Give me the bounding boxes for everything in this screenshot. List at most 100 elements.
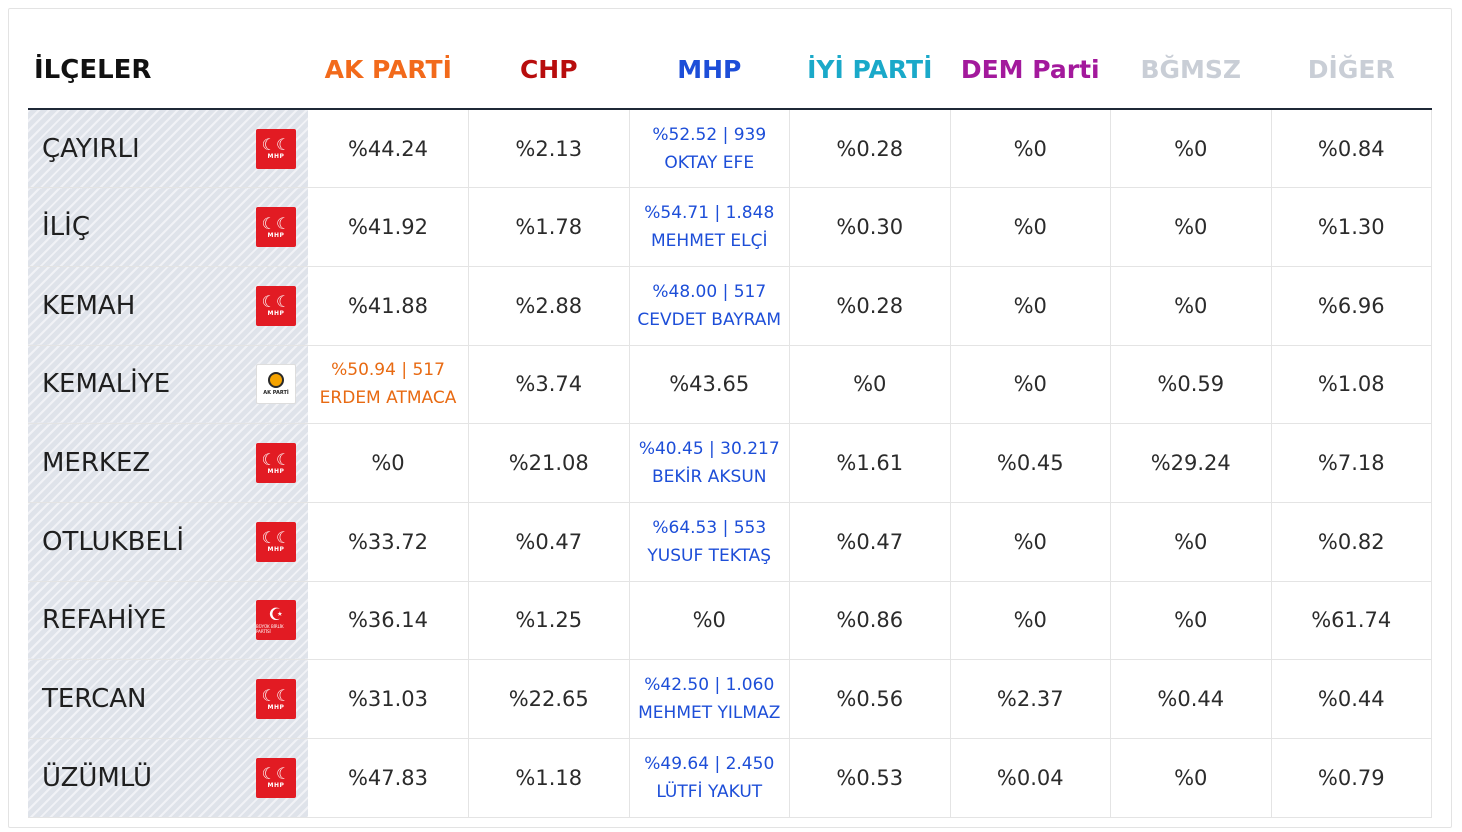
logo-text: MHP — [267, 546, 285, 554]
header-ak-parti[interactable]: AK PARTİ — [308, 31, 469, 110]
vote-share-cell: %1.61 — [789, 423, 951, 503]
winner-candidate: LÜTFİ YAKUT — [656, 781, 763, 802]
vote-share-cell: %0.56 — [789, 659, 951, 739]
district-cell[interactable]: KEMAH ☾☾ MHP — [28, 266, 308, 346]
logo-text: BÜYÜK BİRLİK PARTİSİ — [256, 623, 284, 634]
district-cell[interactable]: ÇAYIRLI ☾☾ MHP — [28, 109, 308, 189]
winner-result: %49.64 | 2.450 — [644, 753, 775, 774]
vote-share-cell: %0 — [950, 266, 1111, 346]
vote-share-cell: %21.08 — [468, 423, 630, 503]
vote-share-cell: %0.28 — [789, 109, 951, 189]
vote-share-cell: %0.84 — [1271, 109, 1432, 189]
district-name: ÜZÜMLÜ — [42, 762, 153, 793]
vote-share-cell: %2.37 — [950, 659, 1111, 739]
logo-text: MHP — [267, 467, 285, 475]
mhp-logo: ☾☾ MHP — [256, 207, 296, 248]
winner-cell: %48.00 | 517 CEVDET BAYRAM — [629, 266, 790, 346]
vote-share-cell: %0.30 — [789, 187, 951, 267]
vote-share-cell: %0 — [950, 109, 1111, 189]
district-cell[interactable]: İLİÇ ☾☾ MHP — [28, 187, 308, 267]
table-row[interactable]: TERCAN ☾☾ MHP %31.03 %22.65 %42.50 | 1.060 MEH… — [28, 659, 1432, 739]
vote-share-cell: %0 — [1110, 581, 1272, 661]
winner-result: %52.52 | 939 — [652, 124, 767, 145]
results-body: ÇAYIRLI ☾☾ MHP %44.24 %2.13 %52.52 | 939 OKTAY… — [28, 109, 1432, 818]
district-cell[interactable]: KEMALİYE AK PARTİ — [28, 345, 308, 425]
district-name: REFAHİYE — [42, 605, 167, 636]
table-row[interactable]: OTLUKBELİ ☾☾ MHP %33.72 %0.47 %64.53 | 553 YUS… — [28, 502, 1432, 582]
header-diger[interactable]: DİĞER — [1271, 31, 1432, 110]
logo-text: MHP — [267, 231, 285, 239]
akp-logo: AK PARTİ — [256, 364, 296, 405]
table-row[interactable]: MERKEZ ☾☾ MHP %0 %21.08 %40.45 | 30.217 BEKİR … — [28, 423, 1432, 503]
vote-share-cell: %0.59 — [1110, 345, 1272, 425]
vote-share-cell: %33.72 — [308, 502, 469, 582]
header-mhp[interactable]: MHP — [629, 31, 790, 110]
vote-share-cell: %0.53 — [789, 738, 951, 818]
vote-share-cell: %1.18 — [468, 738, 630, 818]
vote-share-cell: %0 — [950, 187, 1111, 267]
district-name: MERKEZ — [42, 448, 151, 479]
mhp-logo: ☾☾ MHP — [256, 679, 296, 720]
logo-text: MHP — [267, 153, 285, 161]
bbp-logo: ☪ BÜYÜK BİRLİK PARTİSİ — [256, 600, 296, 641]
table-row[interactable]: KEMALİYE AK PARTİ %50.94 | 517 ERDEM ATMACA… — [28, 345, 1432, 425]
header-bagimsiz[interactable]: BĞMSZ — [1110, 31, 1271, 110]
vote-share-cell: %0 — [1110, 502, 1272, 582]
winner-result: %48.00 | 517 — [652, 281, 767, 302]
logo-text: MHP — [267, 703, 285, 711]
winner-cell: %49.64 | 2.450 LÜTFİ YAKUT — [629, 738, 790, 818]
district-name: İLİÇ — [42, 212, 90, 243]
vote-share-cell: %1.25 — [468, 581, 630, 661]
vote-share-cell: %0 — [1110, 738, 1272, 818]
winner-result: %42.50 | 1.060 — [644, 675, 775, 696]
header-iyi-parti[interactable]: İYİ PARTİ — [789, 31, 950, 110]
table-row[interactable]: ÜZÜMLÜ ☾☾ MHP %47.83 %1.18 %49.64 | 2.450 LÜTF… — [28, 738, 1432, 818]
winner-result: %50.94 | 517 — [331, 360, 445, 381]
vote-share-cell: %0 — [950, 502, 1111, 582]
district-cell[interactable]: MERKEZ ☾☾ MHP — [28, 423, 308, 503]
vote-share-cell: %0.47 — [789, 502, 951, 582]
district-name: OTLUKBELİ — [42, 526, 185, 557]
district-cell[interactable]: OTLUKBELİ ☾☾ MHP — [28, 502, 308, 582]
vote-share-cell: %0.82 — [1271, 502, 1432, 582]
winner-cell: %40.45 | 30.217 BEKİR AKSUN — [629, 423, 790, 503]
header-dem-parti[interactable]: DEM Parti — [950, 31, 1111, 110]
winner-cell: %50.94 | 517 ERDEM ATMACA — [308, 345, 469, 425]
table-row[interactable]: REFAHİYE ☪ BÜYÜK BİRLİK PARTİSİ %36.14 %1.25… — [28, 581, 1432, 661]
vote-share-cell: %1.78 — [468, 187, 630, 267]
winner-cell: %64.53 | 553 YUSUF TEKTAŞ — [629, 502, 790, 582]
vote-share-cell: %0.44 — [1271, 659, 1432, 739]
district-name: KEMALİYE — [42, 369, 171, 400]
vote-share-cell: %43.65 — [629, 345, 790, 425]
vote-share-cell: %1.08 — [1271, 345, 1432, 425]
header-districts: İLÇELER — [28, 31, 308, 110]
vote-share-cell: %0.47 — [468, 502, 630, 582]
vote-share-cell: %36.14 — [308, 581, 469, 661]
vote-share-cell: %0.04 — [950, 738, 1111, 818]
district-cell[interactable]: TERCAN ☾☾ MHP — [28, 659, 308, 739]
vote-share-cell: %61.74 — [1271, 581, 1432, 661]
district-name: TERCAN — [42, 684, 147, 715]
table-row[interactable]: İLİÇ ☾☾ MHP %41.92 %1.78 %54.71 | 1.848 MEHMET… — [28, 187, 1432, 267]
winner-result: %54.71 | 1.848 — [644, 203, 775, 224]
winner-result: %64.53 | 553 — [652, 517, 767, 538]
winner-candidate: MEHMET ELÇİ — [651, 231, 768, 252]
vote-share-cell: %0.86 — [789, 581, 951, 661]
table-row[interactable]: KEMAH ☾☾ MHP %41.88 %2.88 %48.00 | 517 CEVDET … — [28, 266, 1432, 346]
district-cell[interactable]: REFAHİYE ☪ BÜYÜK BİRLİK PARTİSİ — [28, 581, 308, 661]
mhp-logo: ☾☾ MHP — [256, 443, 296, 484]
winner-candidate: MEHMET YILMAZ — [638, 703, 781, 724]
winner-cell: %52.52 | 939 OKTAY EFE — [629, 109, 790, 189]
mhp-logo: ☾☾ MHP — [256, 757, 296, 798]
vote-share-cell: %0 — [1110, 187, 1272, 267]
district-cell[interactable]: ÜZÜMLÜ ☾☾ MHP — [28, 738, 308, 818]
vote-share-cell: %44.24 — [308, 109, 469, 189]
winner-candidate: CEVDET BAYRAM — [637, 309, 782, 330]
logo-text: AK PARTİ — [263, 390, 289, 397]
header-chp[interactable]: CHP — [468, 31, 629, 110]
election-results-table: İLÇELER AK PARTİ CHP MHP İYİ PARTİ DEM P… — [28, 31, 1432, 818]
winner-result: %40.45 | 30.217 — [638, 439, 780, 460]
table-row[interactable]: ÇAYIRLI ☾☾ MHP %44.24 %2.13 %52.52 | 939 OKTAY… — [28, 109, 1432, 189]
vote-share-cell: %0 — [629, 581, 790, 661]
winner-cell: %42.50 | 1.060 MEHMET YILMAZ — [629, 659, 790, 739]
